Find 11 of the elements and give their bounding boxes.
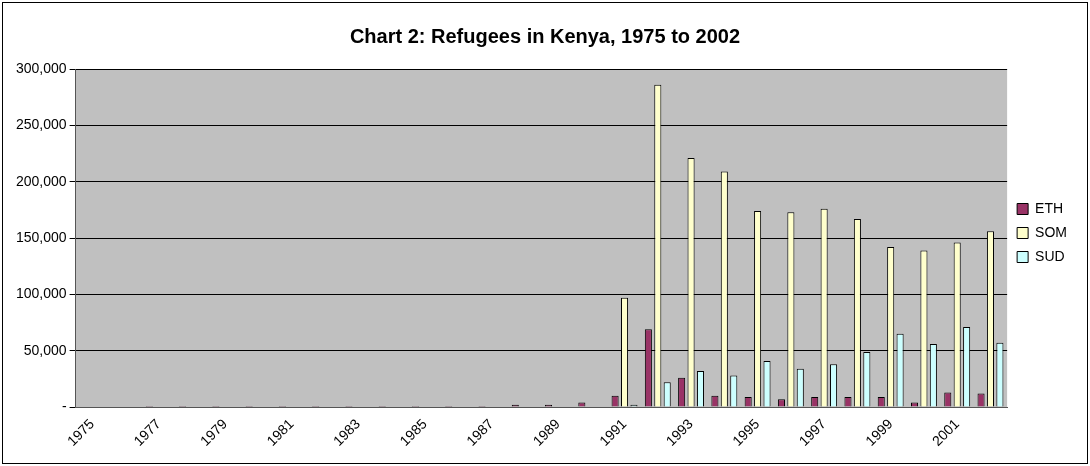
chart-title: Chart 2: Refugees in Kenya, 1975 to 2002 [349, 24, 741, 47]
legend-label: ETH [1035, 199, 1064, 216]
y-tick-label: 100,000 [16, 285, 67, 302]
y-tick-label: 50,000 [23, 341, 67, 358]
legend-label: SOM [1035, 223, 1067, 240]
y-tick-label: 300,000 [16, 59, 67, 76]
y-tick-label: 250,000 [16, 116, 67, 133]
legend-label: SUD [1035, 247, 1065, 264]
y-tick-label: 150,000 [16, 228, 67, 245]
y-tick-label: 200,000 [16, 172, 67, 189]
y-tick-label: - [61, 397, 67, 414]
